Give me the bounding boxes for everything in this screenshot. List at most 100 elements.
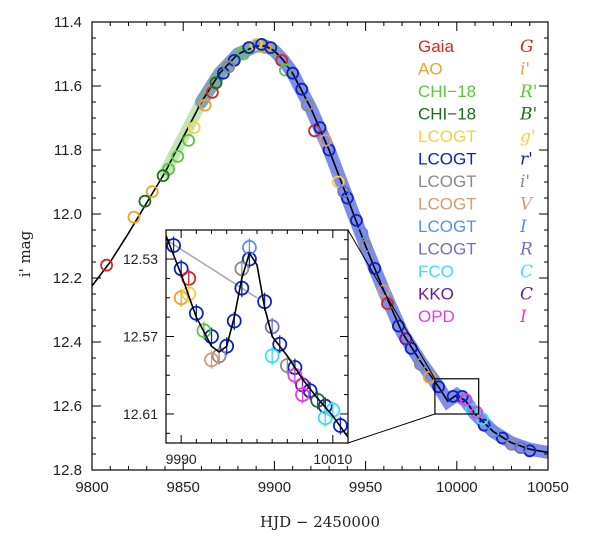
- inset-data-point: [310, 392, 326, 408]
- data-point: [198, 98, 212, 112]
- zoom-connector: [347, 413, 436, 444]
- zoom-box: [434, 378, 480, 415]
- data-point: [377, 284, 391, 298]
- inset-data-point: [166, 238, 181, 253]
- main-plot-area: [92, 38, 548, 459]
- data-point: [459, 393, 473, 407]
- data-point: [138, 194, 152, 208]
- inset-data-point: [196, 323, 212, 339]
- x-tick-label: 10000: [436, 479, 478, 496]
- data-point: [319, 133, 332, 147]
- legend-band-label: i': [520, 60, 530, 80]
- legend-survey-label: CHI−18: [418, 105, 476, 124]
- inset-data-point: [181, 286, 197, 302]
- legend-band-label: I: [519, 217, 527, 237]
- y-tick-label: 11.4: [54, 14, 82, 31]
- data-point: [222, 60, 236, 74]
- data-point: [331, 175, 345, 189]
- data-point: [264, 41, 278, 54]
- inset-data-point: [317, 410, 333, 426]
- inset-plot: 9990 10010 12.53 12.57 12.61: [123, 229, 353, 467]
- data-point: [337, 185, 351, 199]
- x-tick-label: 9900: [258, 479, 291, 496]
- data-point: [127, 210, 141, 224]
- legend-survey-label: KKO: [418, 285, 454, 304]
- legend-band-label: V: [520, 195, 534, 215]
- data-point: [171, 149, 185, 163]
- inset-data-point: [272, 336, 288, 352]
- legend-survey-label: LCOGT: [418, 217, 477, 236]
- legend-band-label: B': [519, 105, 537, 125]
- data-point: [300, 98, 314, 112]
- inset-data-point: [234, 261, 250, 277]
- inset-data-point: [333, 418, 348, 433]
- zoom-connector-lines: [347, 229, 480, 444]
- inset-y-tick-label: 12.57: [123, 329, 158, 345]
- inset-y-tick-label: 12.61: [123, 406, 158, 422]
- legend-band-label: R: [519, 240, 533, 260]
- inset-x-tick-label: 9990: [166, 451, 197, 467]
- inset-plot-area: [166, 235, 348, 438]
- data-point: [209, 76, 223, 90]
- y-tick-label: 12.2: [53, 270, 82, 287]
- data-point: [182, 133, 196, 147]
- data-point: [242, 41, 256, 54]
- legend-survey-label: LCOGT: [418, 172, 477, 191]
- data-point: [145, 185, 159, 199]
- legend-band-label: i': [520, 172, 530, 192]
- legend-survey-label: CHI−18: [418, 82, 476, 101]
- data-point: [249, 38, 263, 51]
- inset-data-point: [204, 352, 219, 368]
- data-point: [100, 258, 113, 272]
- y-tick-label: 12.6: [53, 398, 82, 415]
- legend-survey-label: LCOGT: [418, 127, 477, 146]
- inset-data-point: [219, 338, 235, 354]
- inset-x-tick-label: 10010: [313, 451, 352, 467]
- data-point: [486, 425, 500, 439]
- x-tick-label: 9850: [167, 479, 200, 496]
- data-point: [495, 431, 509, 445]
- data-point: [286, 66, 300, 80]
- x-tick-label: 9950: [349, 479, 382, 496]
- x-tick-label: 10050: [527, 479, 569, 496]
- y-tick-label: 11.6: [54, 78, 82, 95]
- x-tick-label: 9800: [75, 479, 108, 496]
- data-point: [355, 226, 369, 240]
- data-point: [470, 405, 484, 419]
- inset-y-tick-label: 12.53: [123, 251, 158, 267]
- y-tick-label: 12.8: [53, 462, 82, 479]
- legend-band-label: r': [520, 150, 533, 170]
- y-tick-label: 11.8: [54, 142, 82, 159]
- legend-survey-label: LCOGT: [418, 150, 477, 169]
- data-point: [413, 357, 427, 371]
- data-point: [455, 389, 469, 403]
- inset-model-curve: [166, 235, 348, 438]
- legend-band-label: G: [520, 37, 534, 57]
- legend: Gaia G AO i' CHI−18 R' CHI−18 B' LCOGT g' LCOGT r' L…: [418, 37, 537, 327]
- inset-data-point: [188, 305, 204, 321]
- main-plot: 9800 9850 9900 9950 10000 10050 11.4 11.6 11.8 12…: [53, 14, 569, 496]
- inset-data-point: [295, 387, 310, 402]
- legend-band-label: g': [520, 127, 536, 147]
- y-tick-label: 12.4: [53, 334, 82, 351]
- zoom-connector: [347, 229, 436, 380]
- legend-survey-label: FCO: [418, 262, 454, 281]
- data-point: [423, 370, 436, 384]
- y-tick-label: 12.0: [53, 206, 82, 223]
- inset-data-point: [173, 290, 189, 306]
- legend-survey-label: Gaia: [418, 37, 454, 56]
- data-point: [350, 213, 363, 227]
- legend-band-label: R': [519, 82, 537, 102]
- inset-data-point: [211, 348, 227, 364]
- data-point: [359, 239, 373, 253]
- data-point: [340, 191, 354, 205]
- legend-survey-label: LCOGT: [418, 195, 477, 214]
- legend-survey-label: OPD: [418, 307, 455, 326]
- data-point: [477, 418, 491, 432]
- x-axis-title: HJD − 2450000: [260, 513, 380, 531]
- data-point: [278, 63, 292, 77]
- legend-band-label: C: [520, 262, 533, 282]
- legend-band-label: C: [520, 285, 533, 305]
- inset-data-point: [264, 348, 280, 364]
